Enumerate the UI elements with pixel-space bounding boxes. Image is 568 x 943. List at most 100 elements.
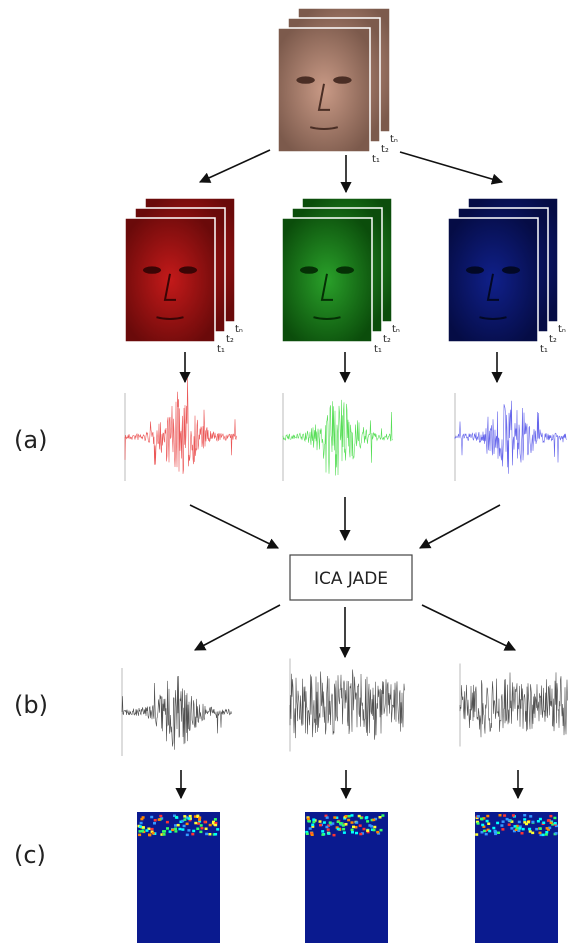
spectrogram-cell [483,830,486,833]
spectrogram-cell [153,822,156,825]
frame-label: t₁ [540,344,548,355]
spectrogram-cell [214,833,217,836]
spectrogram-cell [499,814,502,817]
spectrogram-cell [546,827,549,830]
frame-label: t₂ [383,334,391,345]
spectrogram-cell [139,825,142,828]
signal [283,400,393,476]
spectrogram-cell [183,815,186,818]
spectrogram-cell [204,821,207,824]
spectrogram-cell [348,815,351,818]
spectrogram-cell [325,826,328,829]
spectrogram-cell [321,830,324,833]
spectrogram-cell [209,824,212,827]
spectrogram-cell [319,824,322,827]
spectrogram-cell [355,821,358,824]
signal [290,670,405,740]
frame-label: tₙ [392,324,400,335]
spectrogram-cell [326,816,329,819]
spectrogram-cell [539,818,542,821]
frame-label: t₂ [549,334,557,345]
eye [336,266,354,273]
spectrogram-cell [311,834,314,837]
spectrogram-cell [345,823,348,826]
signal [122,676,232,750]
spectrogram-cell [309,827,312,830]
eye [300,266,318,273]
spectrogram-cell [347,819,350,822]
spectrogram-cell [358,815,361,818]
spectrogram-cell [480,818,483,821]
spectrogram-cell [363,828,366,831]
spectrogram-cell [539,827,542,830]
spectrogram-cell [345,815,348,818]
spectrogram-cell [376,831,379,834]
spectrogram-cell [553,817,556,820]
spectrogram-cell [486,815,489,818]
signal [125,378,237,474]
spectrogram-cell [196,828,199,831]
spectrogram-cell [545,831,548,834]
spectrogram-cell [502,820,505,823]
spectrogram-cell [174,830,177,833]
spectrogram-cell [366,829,369,832]
spectrogram-cell [497,832,500,835]
spectrogram-cell [481,824,484,827]
spectrogram-cell [522,828,525,831]
spectrogram-cell [506,818,509,821]
spectrogram-cell [475,833,478,836]
spectrogram-cell [192,830,195,833]
spectrogram-cell [319,820,322,823]
spectrograms [137,812,558,943]
signal [455,401,567,474]
spectrogram-cell [312,821,315,824]
spectrogram-cell [535,828,538,831]
spectrogram-cell [531,832,534,835]
spectrogram-cell [159,815,162,818]
spectrogram-cell [501,828,504,831]
frame-label: t₂ [226,334,234,345]
eye [333,76,351,83]
spectrogram-cell [333,816,336,819]
spectrogram-cell [174,828,177,831]
eye [466,266,484,273]
frame-label: t₁ [217,344,225,355]
spectrogram-cell [373,826,376,829]
eye [179,266,197,273]
spectrogram-cell [146,829,149,832]
spectrogram-cell [510,827,513,830]
spectrogram-cell [197,822,200,825]
spectrogram-cell [523,818,526,821]
spectrogram-cell [198,819,201,822]
spectrogram-cell [191,833,194,836]
frame-label: tₙ [235,324,243,335]
spectrogram-cell [485,833,488,836]
spectrogram [137,812,220,943]
spectrogram-cell [500,824,503,827]
spectrogram-cell [183,818,186,821]
spectrogram-cell [166,821,169,824]
spectrogram-cell [547,819,550,822]
spectrogram-cell [351,821,354,824]
spectrogram-cell [521,832,524,835]
spectrogram-cell [529,815,532,818]
spectrogram-cell [186,823,189,826]
spectrogram-cell [306,833,309,836]
spectrogram-cell [351,814,354,817]
spectrogram-cell [372,819,375,822]
frame-label: tₙ [558,324,566,335]
spectrogram-cell [337,828,340,831]
spectrogram-cell [492,827,495,830]
eye [296,76,314,83]
spectrogram-cell [333,834,336,837]
spectrogram-cell [142,826,145,829]
spectrogram-cell [555,832,558,835]
frame-label: t₂ [381,144,389,155]
spectrogram-cell [494,830,497,833]
spectrogram-cell [503,814,506,817]
spectrogram-cell [311,824,314,827]
spectrogram-cell [517,830,520,833]
spectrogram-cell [351,829,354,832]
spectrogram-cell [366,820,369,823]
spectrogram-cell [487,823,490,826]
